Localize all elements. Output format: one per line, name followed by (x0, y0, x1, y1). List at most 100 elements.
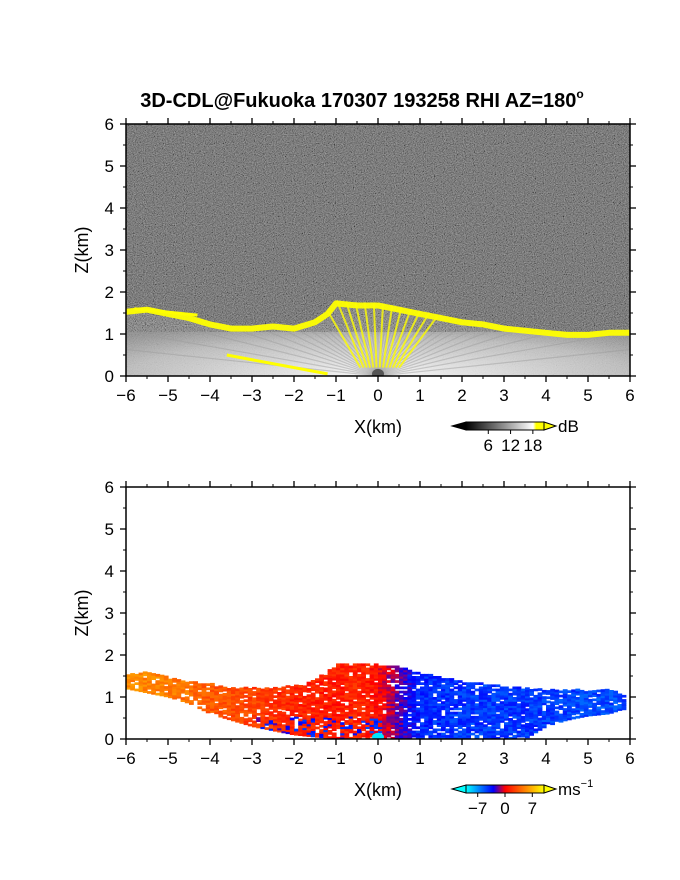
velocity-y-tick-label: 0 (105, 730, 114, 749)
velocity-cell (466, 722, 471, 725)
velocity-cell (315, 711, 320, 715)
velocity-cell (268, 719, 274, 723)
velocity-cell (142, 671, 148, 675)
velocity-cell (428, 686, 434, 690)
velocity-cell (327, 715, 333, 718)
velocity-cell (575, 699, 581, 702)
velocity-cell (520, 703, 526, 706)
velocity-cell (390, 703, 396, 706)
velocity-cell (449, 728, 455, 732)
velocity-cell (268, 688, 274, 691)
velocity-cell (369, 678, 375, 681)
velocity-cell (508, 707, 513, 711)
velocity-cell (562, 699, 568, 703)
velocity-cell (306, 717, 312, 721)
velocity-x-tick-label: −3 (242, 749, 261, 768)
velocity-cell (613, 707, 618, 711)
velocity-cell (562, 697, 568, 701)
velocity-cell (357, 680, 362, 683)
velocity-cell (289, 709, 295, 712)
velocity-cell (147, 686, 152, 690)
velocity-cell (420, 713, 425, 717)
velocity-cell (508, 701, 513, 704)
velocity-cell (424, 726, 429, 730)
velocity-cell (508, 720, 513, 723)
velocity-cell (504, 705, 509, 709)
velocity-cell (420, 707, 425, 711)
velocity-cell (348, 703, 354, 706)
velocity-cell (142, 681, 148, 685)
velocity-cell (512, 734, 518, 738)
velocity-cell (163, 692, 169, 696)
velocity-cell (617, 708, 623, 711)
snr-colorbar-tick-label: 18 (523, 436, 542, 455)
velocity-cell (579, 689, 585, 693)
velocity-cell (163, 677, 169, 681)
velocity-cell (600, 691, 606, 694)
velocity-cell (159, 683, 165, 686)
velocity-cell (441, 680, 446, 683)
velocity-cell (184, 690, 190, 693)
velocity-cell (168, 691, 173, 694)
velocity-cell (340, 705, 345, 709)
velocity-colorbar-tick-label: 0 (500, 799, 509, 818)
velocity-cell (289, 705, 295, 708)
velocity-cell (478, 682, 484, 685)
velocity-cell (373, 720, 379, 723)
velocity-cell (210, 695, 215, 699)
velocity-cell (319, 687, 324, 690)
velocity-cell (151, 685, 156, 689)
velocity-cell (285, 718, 291, 722)
velocity-cell (407, 707, 413, 711)
velocity-cell (390, 671, 396, 675)
velocity-cell (331, 707, 337, 710)
velocity-cell (243, 695, 249, 698)
velocity-cell (226, 688, 232, 691)
velocity-cell (323, 706, 329, 710)
velocity-cell (407, 678, 413, 681)
velocity-cell (310, 680, 316, 683)
velocity-cell (520, 732, 526, 736)
velocity-cell (315, 701, 320, 705)
velocity-cell (126, 684, 131, 688)
velocity-cell (357, 703, 362, 706)
velocity-cell (600, 706, 606, 709)
velocity-cell (281, 701, 287, 704)
velocity-cell (604, 693, 610, 696)
velocity-cell (478, 718, 484, 721)
velocity-cell (344, 688, 350, 692)
velocity-cell (407, 701, 413, 704)
velocity-cell (583, 693, 589, 696)
velocity-cell (361, 720, 366, 723)
velocity-cell (352, 682, 358, 685)
velocity-cell (583, 705, 589, 709)
velocity-cell (554, 714, 560, 718)
velocity-cell (226, 713, 232, 716)
velocity-cell (470, 732, 476, 736)
velocity-cell (428, 703, 434, 706)
velocity-cell (336, 663, 341, 667)
velocity-cell (495, 692, 501, 696)
snr-plume-streak (395, 312, 431, 369)
velocity-cell (273, 707, 278, 711)
velocity-cell (432, 678, 438, 681)
velocity-cell (243, 690, 249, 694)
velocity-cell (142, 688, 148, 691)
velocity-cell (231, 695, 236, 699)
velocity-cell (327, 681, 333, 685)
velocity-cell (470, 682, 476, 685)
velocity-cell (205, 706, 211, 710)
velocity-cell (243, 686, 249, 690)
velocity-cell (579, 694, 585, 697)
velocity-cell (306, 730, 312, 733)
velocity-cell (369, 707, 375, 711)
velocity-cell (420, 705, 425, 709)
velocity-cell (445, 688, 450, 692)
velocity-cell (348, 724, 354, 727)
velocity-cell (315, 732, 320, 736)
velocity-cell (504, 688, 509, 692)
velocity-cell (411, 709, 417, 713)
velocity-cell (310, 698, 316, 702)
velocity-cell (537, 692, 543, 696)
velocity-cell (344, 669, 350, 673)
